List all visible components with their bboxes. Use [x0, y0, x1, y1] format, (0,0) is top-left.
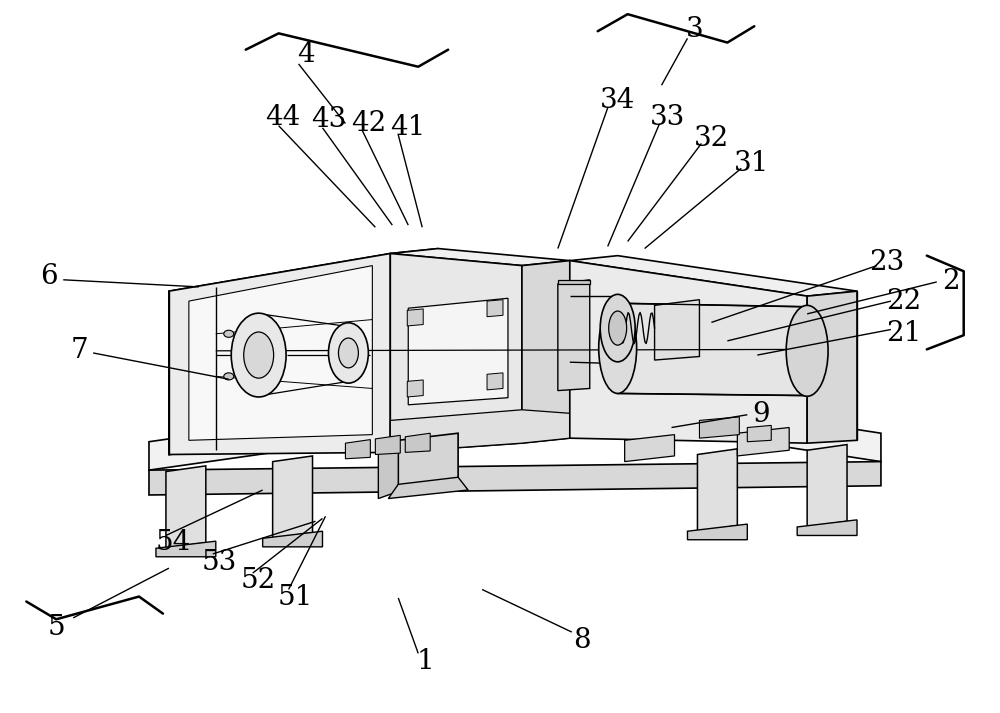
- Text: 2: 2: [942, 268, 960, 295]
- Text: 43: 43: [311, 106, 346, 133]
- Polygon shape: [747, 426, 771, 442]
- Polygon shape: [699, 417, 739, 438]
- Polygon shape: [797, 520, 857, 535]
- Polygon shape: [375, 436, 400, 454]
- Polygon shape: [408, 298, 508, 405]
- Polygon shape: [407, 309, 423, 326]
- Polygon shape: [263, 531, 322, 547]
- Polygon shape: [655, 299, 699, 360]
- Ellipse shape: [328, 323, 368, 383]
- Polygon shape: [149, 461, 881, 495]
- Ellipse shape: [786, 305, 828, 396]
- Text: 41: 41: [391, 114, 426, 141]
- Polygon shape: [487, 373, 503, 390]
- Ellipse shape: [600, 294, 635, 361]
- Polygon shape: [169, 254, 390, 454]
- Ellipse shape: [231, 313, 286, 397]
- Text: 42: 42: [351, 110, 386, 137]
- Polygon shape: [522, 261, 570, 443]
- Text: 31: 31: [734, 150, 769, 177]
- Text: 1: 1: [416, 648, 434, 675]
- Polygon shape: [345, 440, 370, 458]
- Polygon shape: [390, 254, 522, 452]
- Text: 8: 8: [573, 627, 591, 654]
- Text: 22: 22: [886, 287, 922, 314]
- Polygon shape: [169, 287, 216, 454]
- Text: 6: 6: [40, 264, 58, 290]
- Text: 3: 3: [686, 16, 703, 43]
- Ellipse shape: [599, 302, 637, 394]
- Polygon shape: [697, 448, 737, 531]
- Polygon shape: [618, 303, 807, 396]
- Text: 32: 32: [694, 125, 729, 152]
- Polygon shape: [405, 434, 430, 452]
- Text: 4: 4: [297, 41, 314, 68]
- Polygon shape: [737, 428, 789, 456]
- Polygon shape: [625, 435, 675, 461]
- Ellipse shape: [609, 311, 627, 345]
- Polygon shape: [273, 456, 313, 538]
- Text: 33: 33: [650, 103, 685, 130]
- Ellipse shape: [224, 330, 234, 337]
- Text: 54: 54: [155, 529, 191, 556]
- Polygon shape: [156, 541, 216, 557]
- Text: 7: 7: [70, 337, 88, 364]
- Polygon shape: [378, 441, 398, 498]
- Text: 9: 9: [752, 401, 770, 429]
- Polygon shape: [390, 249, 570, 265]
- Polygon shape: [570, 256, 857, 296]
- Ellipse shape: [224, 373, 234, 380]
- Text: 53: 53: [201, 549, 236, 576]
- Polygon shape: [558, 279, 590, 284]
- Text: 5: 5: [47, 615, 65, 641]
- Polygon shape: [166, 466, 206, 548]
- Polygon shape: [388, 477, 468, 498]
- Polygon shape: [487, 299, 503, 317]
- Text: 52: 52: [241, 567, 276, 594]
- Polygon shape: [570, 261, 807, 443]
- Polygon shape: [807, 445, 847, 527]
- Polygon shape: [189, 265, 372, 441]
- Text: 23: 23: [869, 250, 905, 276]
- Polygon shape: [407, 380, 423, 397]
- Text: 34: 34: [600, 87, 635, 114]
- Text: 51: 51: [278, 585, 313, 612]
- Polygon shape: [390, 410, 570, 452]
- Ellipse shape: [244, 332, 274, 378]
- Polygon shape: [169, 249, 438, 291]
- Text: 44: 44: [265, 103, 300, 130]
- Polygon shape: [558, 279, 590, 391]
- Polygon shape: [149, 384, 881, 470]
- Polygon shape: [687, 524, 747, 540]
- Polygon shape: [398, 434, 458, 491]
- Text: 21: 21: [886, 320, 922, 347]
- Polygon shape: [807, 291, 857, 443]
- Ellipse shape: [338, 338, 358, 368]
